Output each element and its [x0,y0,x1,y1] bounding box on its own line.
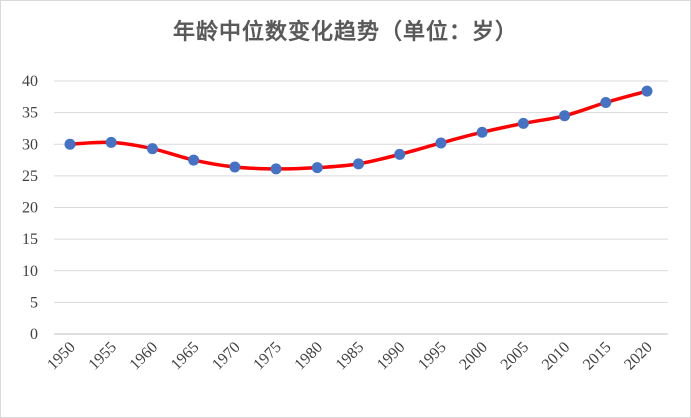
x-tick-label: 1970 [209,339,244,374]
x-tick-label: 1950 [44,339,79,374]
y-tick-label: 40 [22,73,38,90]
x-tick-label: 2005 [498,339,533,374]
data-point [600,97,612,109]
x-tick-label: 2020 [621,339,656,374]
x-tick-label: 1955 [85,339,120,374]
y-tick-label: 0 [30,326,38,343]
y-axis-ticks: 0 5 10 15 20 25 30 35 40 [22,73,38,343]
data-point [311,162,323,174]
y-tick-label: 30 [22,136,38,153]
x-axis-ticks: 1950 1955 1960 1965 1970 1975 1980 1985 1990 1995… [44,339,656,374]
y-tick-label: 35 [22,105,38,122]
y-tick-label: 15 [22,231,38,248]
x-tick-label: 1990 [374,339,409,374]
data-point [559,110,571,122]
y-tick-label: 25 [22,168,38,185]
data-point [435,137,447,149]
data-point [146,143,158,155]
data-point [229,161,241,173]
data-point [476,126,488,138]
data-point [641,85,653,97]
x-tick-label: 2000 [456,339,491,374]
y-tick-label: 5 [30,294,38,311]
y-tick-label: 20 [22,200,38,217]
data-point [105,136,117,148]
x-tick-label: 2010 [539,339,574,374]
data-point [64,138,76,150]
y-tick-label: 10 [22,263,38,280]
data-point [517,117,529,129]
data-point [188,154,200,166]
data-point [270,163,282,175]
data-point [353,158,364,170]
series-group [64,85,653,175]
x-tick-label: 1975 [250,339,285,374]
x-tick-label: 1985 [333,339,368,374]
x-tick-label: 1960 [127,339,162,374]
x-tick-label: 1980 [291,339,326,374]
chart-title: 年龄中位数变化趋势（单位：岁） [172,19,518,45]
x-tick-label: 2015 [580,339,615,374]
x-tick-label: 1965 [168,339,203,374]
gridlines [54,80,668,335]
x-tick-label: 1995 [415,339,450,374]
series-line [68,89,649,171]
data-point [394,148,406,160]
